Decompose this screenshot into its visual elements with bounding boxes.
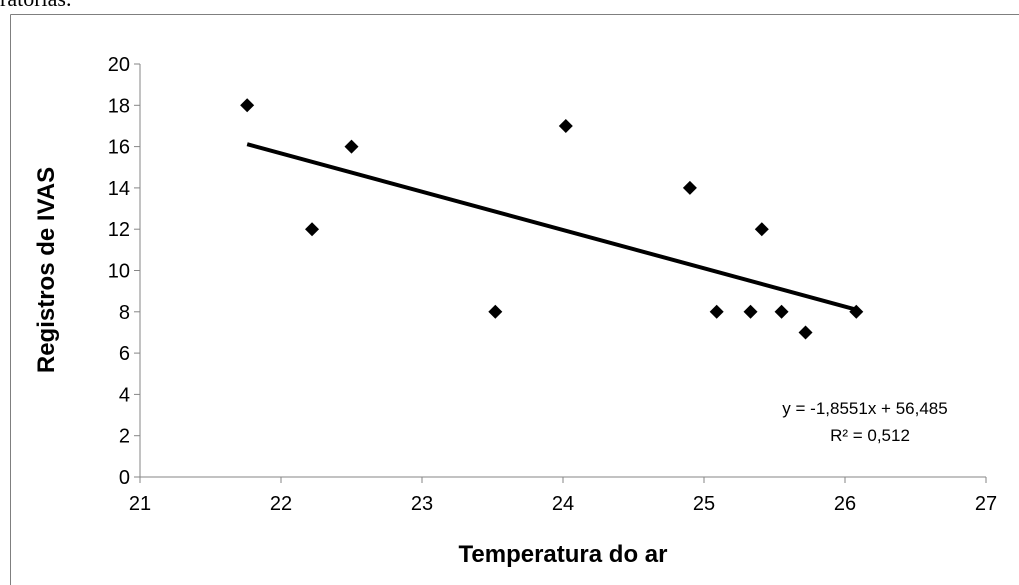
- point: [754, 222, 769, 237]
- point: [305, 222, 320, 237]
- point: [682, 180, 697, 195]
- x-tick-label: 26: [834, 493, 856, 515]
- point: [849, 304, 864, 319]
- y-tick-label: 4: [119, 384, 130, 406]
- point: [488, 304, 503, 319]
- y-tick-label: 6: [119, 343, 130, 365]
- caption-fragment: ratórias.: [0, 0, 71, 11]
- y-tick-label: 16: [108, 137, 130, 159]
- x-tick-label: 27: [975, 493, 997, 515]
- trendline-r2: R² = 0,512: [830, 426, 910, 445]
- point: [344, 139, 359, 154]
- x-tick-label: 21: [129, 493, 151, 515]
- y-tick-label: 12: [108, 219, 130, 241]
- point: [240, 98, 255, 113]
- point: [798, 325, 813, 340]
- point: [709, 304, 724, 319]
- x-tick-label: 23: [411, 493, 433, 515]
- y-tick-label: 8: [119, 302, 130, 324]
- x-axis-title: Temperatura do ar: [459, 541, 668, 568]
- point: [774, 304, 789, 319]
- point: [558, 118, 573, 133]
- trendline-equation: y = -1,8551x + 56,485: [782, 399, 947, 418]
- x-tick-label: 24: [552, 493, 574, 515]
- y-tick-label: 14: [108, 178, 130, 200]
- y-tick-label: 20: [108, 54, 130, 76]
- y-tick-label: 10: [108, 261, 130, 283]
- y-tick-label: 18: [108, 95, 130, 117]
- point: [743, 304, 758, 319]
- x-tick-label: 25: [693, 493, 715, 515]
- trendline: [246, 142, 857, 312]
- y-tick-label: 0: [119, 467, 130, 489]
- y-tick-label: 2: [119, 426, 130, 448]
- x-tick-label: 22: [270, 493, 292, 515]
- y-axis-title: Registros de IVAS: [33, 167, 60, 373]
